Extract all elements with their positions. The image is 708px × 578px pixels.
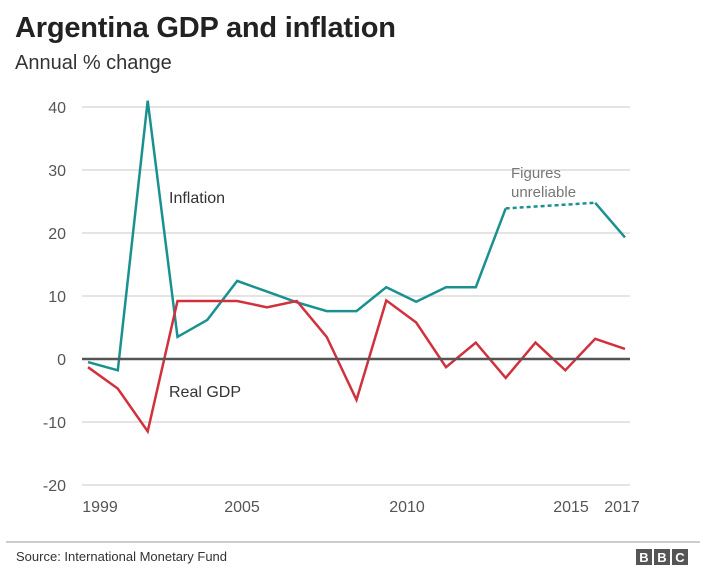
footer-divider — [6, 541, 700, 543]
gdp-label: Real GDP — [169, 384, 241, 401]
inflation-line-end — [594, 201, 626, 239]
bbc-logo: B B C — [636, 549, 688, 565]
x-tick-label: 2005 — [224, 499, 260, 516]
y-tick-label: -20 — [43, 478, 66, 495]
y-tick-label: 10 — [48, 289, 66, 306]
y-tick-label: 20 — [48, 226, 66, 243]
bbc-logo-letter: C — [672, 549, 688, 565]
chart-title: Argentina GDP and inflation — [15, 12, 396, 44]
x-tick-label: 2017 — [604, 499, 640, 516]
y-axis-ticks: 40 30 20 10 0 -10 -20 — [43, 100, 66, 495]
inflation-line — [87, 100, 507, 372]
x-axis-ticks: 1999 2005 2010 2015 2017 — [82, 499, 640, 516]
figures-unreliable-label: Figures — [511, 165, 561, 182]
y-tick-label: 40 — [48, 100, 66, 117]
bbc-logo-letter: B — [654, 549, 670, 565]
chart-subtitle: Annual % change — [15, 52, 172, 74]
gdp-line — [87, 298, 626, 435]
bbc-logo-letter: B — [636, 549, 652, 565]
source-note: Source: International Monetary Fund — [16, 549, 228, 564]
inflation-line-dashed — [505, 201, 596, 210]
inflation-label: Inflation — [169, 190, 225, 207]
y-tick-label: 0 — [57, 352, 66, 369]
x-tick-label: 2010 — [389, 499, 425, 516]
x-tick-label: 1999 — [82, 499, 118, 516]
figures-unreliable-label: unreliable — [511, 184, 576, 201]
series-lines — [82, 100, 630, 435]
y-tick-label: -10 — [43, 415, 66, 432]
y-tick-label: 30 — [48, 163, 66, 180]
x-tick-label: 2015 — [553, 499, 589, 516]
annotations: Inflation Real GDP Figures unreliable — [169, 165, 576, 401]
gridlines — [82, 106, 630, 486]
